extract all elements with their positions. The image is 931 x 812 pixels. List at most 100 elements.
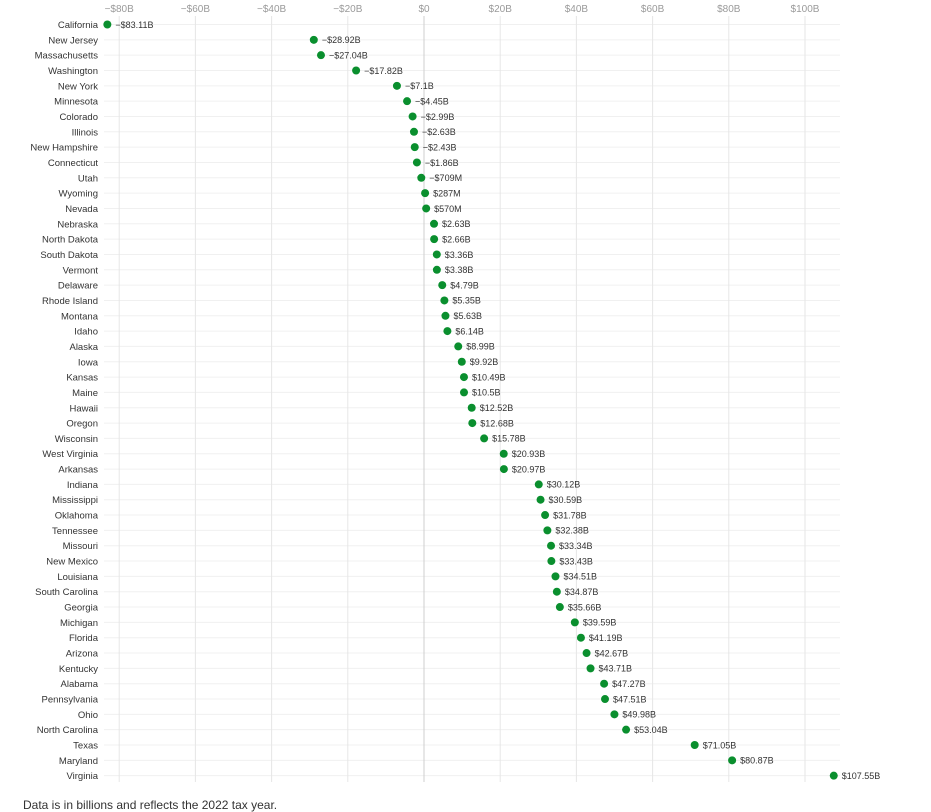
data-point — [103, 20, 112, 29]
data-point — [600, 679, 609, 688]
value-label: $33.34B — [559, 541, 593, 551]
value-label: $5.63B — [453, 311, 482, 321]
category-label: Wisconsin — [55, 434, 98, 445]
category-label: Nebraska — [57, 219, 98, 230]
value-label: −$28.92B — [322, 35, 361, 45]
data-point — [622, 725, 631, 734]
category-label: New Mexico — [46, 557, 98, 568]
value-label: $53.04B — [634, 725, 668, 735]
category-label: Pennsylvania — [41, 695, 98, 706]
category-label: South Carolina — [35, 587, 99, 598]
category-label: Maryland — [59, 756, 98, 767]
data-point — [829, 771, 838, 780]
category-label: Kentucky — [59, 664, 98, 675]
category-label: Nevada — [65, 204, 98, 215]
category-label: Delaware — [58, 281, 98, 292]
value-label: $570M — [434, 204, 462, 214]
value-label: $32.38B — [555, 526, 589, 536]
x-tick-label: $0 — [418, 4, 430, 15]
category-label: Connecticut — [48, 158, 99, 169]
value-label: $10.49B — [472, 372, 506, 382]
category-label: Colorado — [59, 112, 98, 123]
data-point — [543, 526, 552, 535]
category-label: Kansas — [66, 373, 98, 384]
data-point — [552, 587, 561, 596]
category-label: Mississippi — [52, 495, 98, 506]
data-point — [457, 357, 466, 366]
footnote: Data is in billions and reflects the 202… — [23, 798, 278, 812]
data-point — [443, 327, 452, 336]
data-point — [576, 633, 585, 642]
grid-lines — [104, 16, 840, 782]
category-label: Arizona — [66, 649, 99, 660]
x-axis-ticks: −$80B −$60B −$40B −$20B $0 $20B $40B $60B $80B $1… — [105, 4, 820, 15]
category-label: Alabama — [61, 679, 99, 690]
category-label: Utah — [78, 173, 98, 184]
value-label: $47.51B — [613, 694, 647, 704]
data-point — [309, 35, 318, 44]
category-label: Indiana — [67, 480, 99, 491]
value-label: $8.99B — [466, 342, 495, 352]
value-label: $4.79B — [450, 280, 479, 290]
data-point — [412, 158, 421, 167]
data-points — [103, 20, 838, 780]
data-point — [438, 281, 447, 290]
category-label: New Hampshire — [30, 143, 98, 154]
value-label: −$2.63B — [422, 127, 456, 137]
data-point — [440, 296, 449, 305]
value-label: $35.66B — [568, 602, 602, 612]
category-label: Idaho — [74, 327, 98, 338]
category-label: Ohio — [78, 710, 98, 721]
value-label: $10.5B — [472, 388, 501, 398]
value-label: $3.38B — [445, 265, 474, 275]
value-label: $33.43B — [559, 556, 593, 566]
data-point — [430, 219, 439, 228]
data-point — [547, 541, 556, 550]
category-label: Iowa — [78, 357, 99, 368]
data-point — [601, 695, 610, 704]
data-point — [555, 603, 564, 612]
x-tick-label: −$40B — [257, 4, 287, 15]
data-point — [499, 465, 508, 474]
value-label: $47.27B — [612, 679, 646, 689]
value-label: $287M — [433, 188, 461, 198]
data-point — [454, 342, 463, 351]
value-label: −$709M — [429, 173, 462, 183]
value-label: −$1.86B — [425, 158, 459, 168]
category-label: Hawaii — [69, 403, 98, 414]
x-tick-label: $40B — [565, 4, 589, 15]
data-point — [480, 434, 489, 443]
x-tick-label: $60B — [641, 4, 665, 15]
data-point — [408, 112, 417, 121]
category-label: Vermont — [63, 265, 99, 276]
data-point — [570, 618, 579, 627]
value-label: $43.71B — [599, 664, 633, 674]
category-label: Oklahoma — [55, 511, 99, 522]
value-label: $9.92B — [470, 357, 499, 367]
dot-plot-chart: −$80B −$60B −$40B −$20B $0 $20B $40B $60B $80B $1… — [30, 4, 880, 782]
category-label: New York — [58, 81, 98, 92]
data-point — [690, 741, 699, 750]
category-label: Arkansas — [58, 465, 98, 476]
data-point — [499, 449, 508, 458]
data-point — [392, 81, 401, 90]
data-point — [432, 250, 441, 259]
value-label: −$7.1B — [405, 81, 434, 91]
data-point — [460, 388, 469, 397]
value-label: $15.78B — [492, 434, 526, 444]
category-label: North Carolina — [37, 725, 99, 736]
category-label: Illinois — [72, 127, 99, 138]
category-label: Maine — [72, 388, 98, 399]
category-labels: California New Jersey Massachusetts Washing… — [30, 20, 98, 782]
data-point — [421, 189, 430, 198]
category-label: Texas — [73, 741, 98, 752]
value-label: $80.87B — [740, 756, 774, 766]
category-label: California — [58, 20, 99, 31]
data-point — [728, 756, 737, 765]
value-label: $41.19B — [589, 633, 623, 643]
value-label: $2.63B — [442, 219, 471, 229]
value-label: $12.52B — [480, 403, 514, 413]
data-point — [582, 649, 591, 658]
data-point — [536, 495, 545, 504]
value-label: $5.35B — [452, 296, 481, 306]
